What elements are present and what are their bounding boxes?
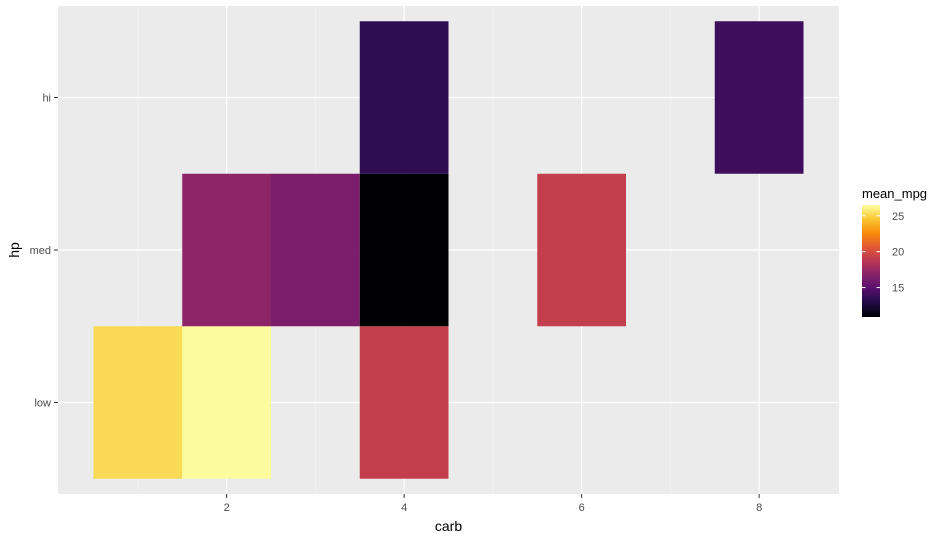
heatmap-tile xyxy=(359,21,449,174)
heatmap-tile xyxy=(359,326,449,479)
y-tick-label: med xyxy=(30,245,51,257)
color-legend: mean_mpg 15 20 25 xyxy=(862,186,927,317)
y-tick-label: low xyxy=(34,398,51,410)
heatmap-tile xyxy=(182,173,271,327)
legend-tick-label: 25 xyxy=(892,211,904,223)
legend-title: mean_mpg xyxy=(862,186,927,201)
colorbar xyxy=(862,205,880,317)
legend-tick-label: 20 xyxy=(892,247,904,259)
legend-tick-label: 15 xyxy=(892,283,904,295)
heatmap-tile xyxy=(714,21,804,174)
x-axis-title: carb xyxy=(435,518,462,534)
heatmap-tile xyxy=(271,173,360,327)
y-tick-label: hi xyxy=(42,93,51,105)
x-tick-label: 2 xyxy=(224,502,230,514)
x-tick-label: 6 xyxy=(579,502,585,514)
heatmap-tile xyxy=(93,326,183,479)
heatmap-tile xyxy=(359,173,449,327)
legend-ticks: 15 20 25 xyxy=(862,211,904,295)
x-tick-label: 8 xyxy=(756,502,762,514)
heatmap-tiles xyxy=(93,21,804,479)
heatmap-tile xyxy=(182,326,271,479)
heatmap-tile xyxy=(537,173,626,327)
x-axis: 2 4 6 8 xyxy=(224,494,762,514)
x-tick-label: 4 xyxy=(401,502,407,514)
y-axis: low med hi xyxy=(30,93,58,410)
y-axis-title: hp xyxy=(6,242,22,258)
